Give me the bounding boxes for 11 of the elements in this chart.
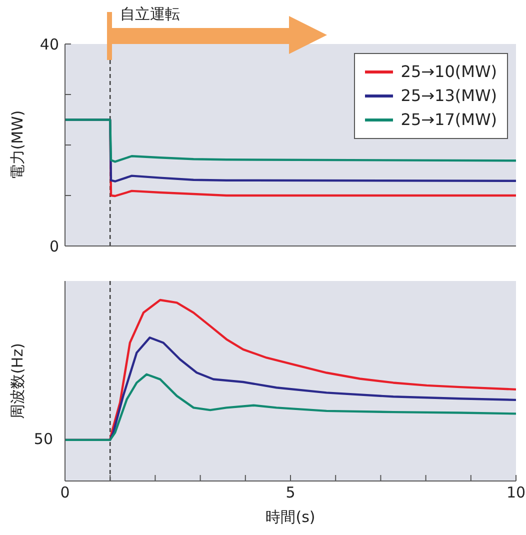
y-tick-label: 40 — [40, 35, 59, 54]
text: 50 — [34, 430, 53, 448]
x-tick-label: 5 — [286, 484, 296, 502]
legend-label: 25→13(MW) — [400, 85, 497, 107]
y-axis-title: 周波数(Hz) — [8, 343, 28, 419]
legend-label: 25→10(MW) — [400, 61, 497, 83]
text: 自立運転 — [120, 5, 180, 24]
x-axis-title: 時間(s) — [266, 508, 316, 527]
y-axis-title: 電力(MW) — [8, 110, 28, 180]
x-tick-label: 10 — [506, 484, 526, 502]
legend-label: 25→17(MW) — [400, 109, 497, 131]
